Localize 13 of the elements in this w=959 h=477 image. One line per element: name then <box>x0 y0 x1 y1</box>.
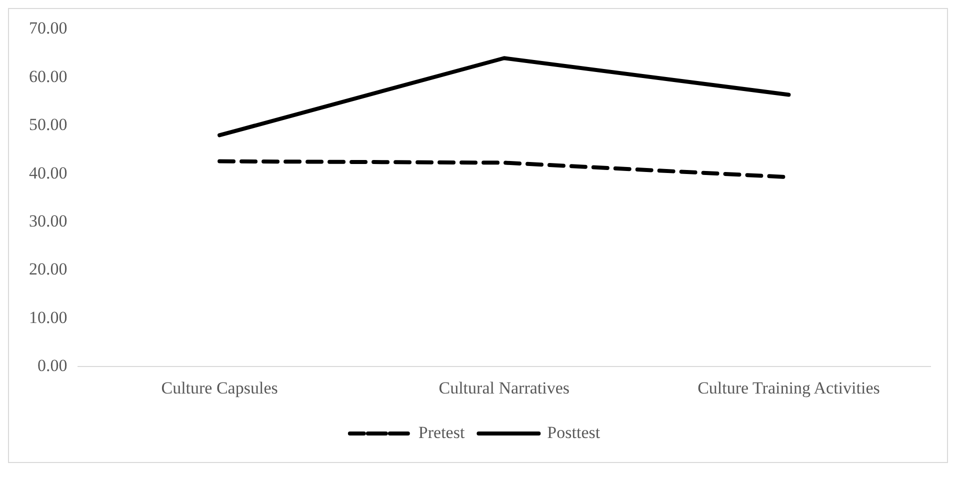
y-tick-label: 40.00 <box>29 163 68 182</box>
y-tick-label: 20.00 <box>29 260 68 279</box>
y-tick-label: 60.00 <box>29 66 68 86</box>
y-tick-label: 0.00 <box>38 356 68 376</box>
y-tick-label: 30.00 <box>29 211 68 230</box>
legend-label: Pretest <box>418 422 465 442</box>
x-tick-label: Culture Capsules <box>161 378 278 398</box>
y-tick-label: 50.00 <box>29 115 68 134</box>
y-tick-label: 10.00 <box>29 308 68 327</box>
x-tick-label: Culture Training Activities <box>698 378 880 398</box>
legend-label: Posttest <box>547 422 600 442</box>
y-tick-label: 70.00 <box>29 18 68 38</box>
x-tick-label: Cultural Narratives <box>438 378 570 398</box>
